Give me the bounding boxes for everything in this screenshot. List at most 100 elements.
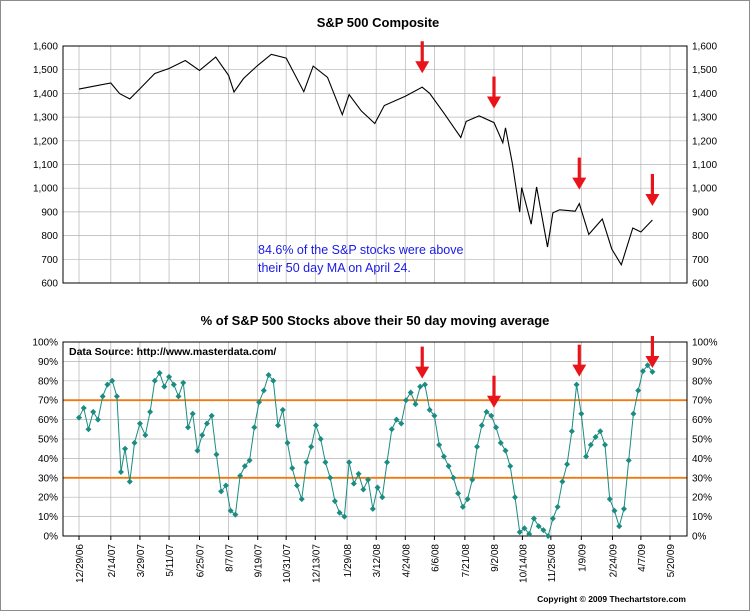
percent-point — [308, 443, 315, 450]
percent-point — [85, 426, 92, 433]
bottom-y-tick-right: 100% — [692, 338, 718, 349]
percent-point — [635, 387, 642, 394]
top-y-tick-left: 1,600 — [33, 42, 58, 53]
bottom-arrow — [572, 364, 587, 377]
top-arrow — [415, 61, 430, 74]
percent-point — [131, 439, 138, 446]
bottom-y-tick-left: 40% — [38, 454, 58, 465]
percent-point — [578, 410, 585, 417]
percent-point — [592, 434, 599, 441]
percent-point — [99, 393, 106, 400]
percent-point — [161, 383, 168, 390]
percent-point — [388, 426, 395, 433]
percent-point — [279, 406, 286, 413]
top-arrow — [645, 193, 660, 206]
top-y-tick-left: 600 — [41, 279, 58, 290]
percent-point — [331, 498, 338, 505]
percent-series-points — [76, 362, 656, 539]
percent-point — [208, 412, 215, 419]
percent-point — [303, 459, 310, 466]
top-y-tick-labels: 600 600 700 700 800 800 900 900 1,000 1,000 1,100 1… — [33, 42, 717, 290]
bottom-y-tick-right: 50% — [692, 435, 712, 446]
percent-point — [436, 441, 443, 448]
percent-point — [170, 381, 177, 388]
percent-point — [341, 513, 348, 520]
bottom-y-tick-right: 30% — [692, 473, 712, 484]
bottom-y-tick-left: 30% — [38, 473, 58, 484]
top-y-tick-left: 1,500 — [33, 65, 58, 76]
percent-point — [540, 527, 547, 534]
percent-point — [265, 371, 272, 378]
percent-point — [545, 533, 552, 539]
percent-point — [511, 494, 518, 501]
percent-point — [113, 393, 120, 400]
x-tick-label: 9/19/07 — [254, 544, 265, 578]
percent-point — [602, 441, 609, 448]
top-arrow — [486, 96, 501, 109]
percent-point — [455, 490, 462, 497]
percent-point — [260, 387, 267, 394]
x-tick-label: 7/21/08 — [461, 544, 472, 578]
percent-point — [222, 482, 229, 489]
percent-point — [493, 424, 500, 431]
bottom-y-tick-left: 50% — [38, 435, 58, 446]
top-chart-title: S&P 500 Composite — [317, 15, 440, 30]
percent-point — [227, 507, 234, 514]
percent-point — [374, 484, 381, 491]
x-tick-label: 1/29/08 — [343, 544, 354, 578]
bottom-y-tick-left: 60% — [38, 415, 58, 426]
percent-point — [156, 370, 163, 377]
percent-point — [122, 445, 129, 452]
percent-point — [218, 488, 225, 495]
percent-point — [203, 420, 210, 427]
percent-point — [270, 377, 277, 384]
x-tick-label: 6/6/08 — [430, 544, 441, 572]
percent-point — [597, 428, 604, 435]
percent-point — [365, 476, 372, 483]
percent-point — [398, 420, 405, 427]
percent-point — [497, 439, 504, 446]
bottom-y-tick-right: 80% — [692, 376, 712, 387]
percent-point — [384, 459, 391, 466]
percent-point — [246, 457, 253, 464]
top-y-tick-left: 900 — [41, 207, 58, 218]
top-y-tick-right: 1,300 — [692, 113, 717, 124]
percent-point — [639, 368, 646, 375]
percent-point — [199, 432, 206, 439]
percent-point — [407, 389, 414, 396]
x-tick-label: 2/14/07 — [107, 544, 118, 578]
copyright-text: Copyright © 2009 Thechartstore.com — [537, 594, 686, 604]
percent-point — [251, 424, 258, 431]
percent-point — [241, 463, 248, 470]
percent-point — [606, 496, 613, 503]
bottom-y-tick-right: 90% — [692, 357, 712, 368]
percent-point — [412, 401, 419, 408]
top-arrow — [572, 177, 587, 190]
bottom-y-tick-left: 100% — [32, 338, 58, 349]
x-tick-labels: 12/29/06 2/14/07 3/29/07 5/11/07 6/25/07 8/7/… — [75, 536, 677, 583]
top-y-tick-right: 700 — [692, 255, 709, 266]
bottom-y-tick-right: 10% — [692, 512, 712, 523]
percent-point — [142, 432, 149, 439]
percent-point — [327, 474, 334, 481]
top-y-tick-right: 600 — [692, 279, 709, 290]
percent-point — [554, 503, 561, 510]
percent-point — [80, 404, 87, 411]
top-y-tick-left: 1,400 — [33, 89, 58, 100]
percent-point — [516, 529, 523, 536]
percent-point — [284, 439, 291, 446]
percent-point — [474, 443, 481, 450]
bottom-arrow — [415, 366, 430, 379]
top-plot-area — [62, 45, 688, 284]
percent-point — [426, 406, 433, 413]
percent-point — [549, 515, 556, 522]
top-y-tick-left: 1,100 — [33, 160, 58, 171]
percent-point — [611, 507, 618, 514]
percent-point — [573, 381, 580, 388]
x-tick-label: 12/29/06 — [75, 544, 86, 583]
bottom-y-tick-left: 80% — [38, 376, 58, 387]
bottom-y-tick-labels: 0% 0% 10% 10% 20% 20% 30% 30% 40% 40% 50% 50% 60% 60%… — [32, 338, 717, 543]
percent-point — [649, 368, 656, 375]
bottom-y-tick-left: 0% — [44, 532, 59, 543]
